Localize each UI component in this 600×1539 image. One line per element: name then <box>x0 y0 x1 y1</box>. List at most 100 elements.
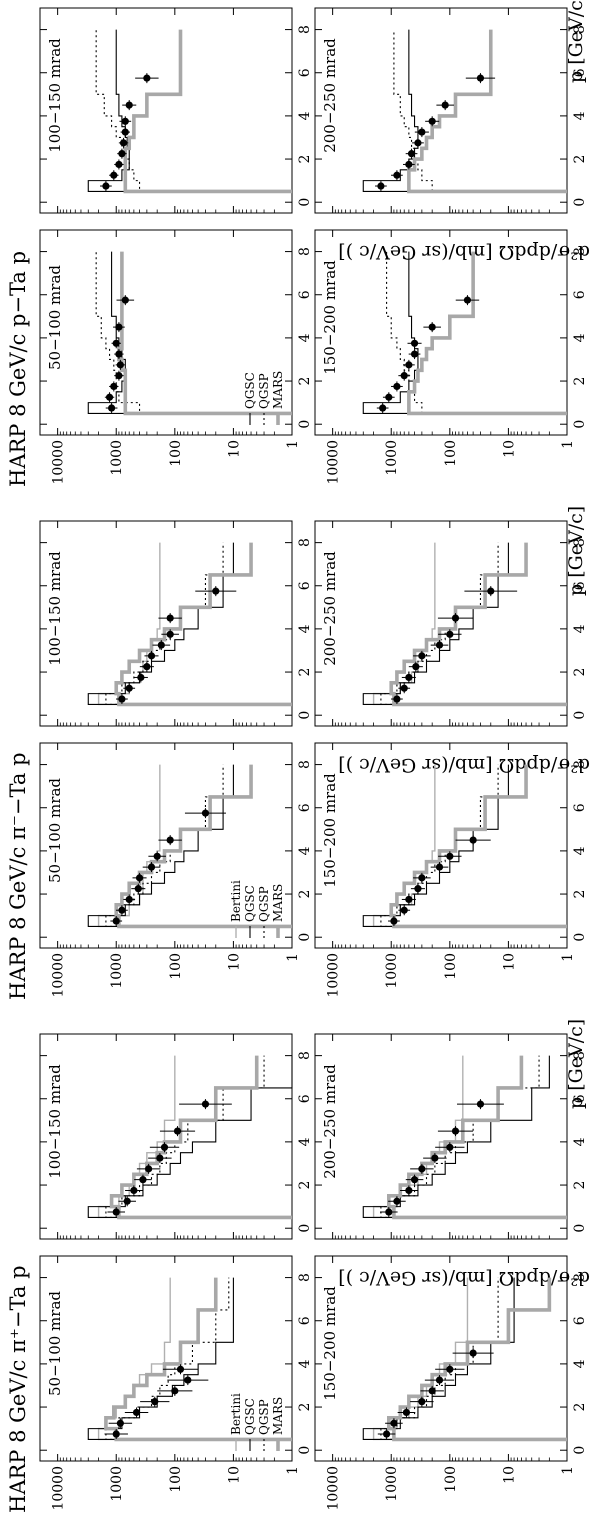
y-tick-label: 1000 <box>384 953 400 989</box>
data-point <box>107 404 116 412</box>
data-point <box>435 1376 444 1384</box>
data-point <box>428 323 436 331</box>
model-line-mars <box>389 542 567 707</box>
data-point <box>147 652 156 660</box>
x-tick-label: 2 <box>572 155 588 164</box>
panel-label: 200−250 mrad <box>321 551 339 666</box>
panel-frame <box>39 7 293 214</box>
panel-frame <box>314 1033 568 1240</box>
data-point <box>125 101 133 109</box>
data-point <box>476 74 485 82</box>
data-point <box>184 1376 192 1384</box>
data-point <box>118 695 126 703</box>
data-point <box>446 852 454 860</box>
panel-label: 200−250 mrad <box>321 38 339 153</box>
x-tick-label: 6 <box>297 290 313 299</box>
x-tick-label: 4 <box>572 846 588 855</box>
data-point <box>405 895 413 904</box>
model-line-bertini <box>372 542 567 706</box>
y-tick-label: 10 <box>226 440 242 458</box>
legend: Bertini QGSC QGSP MARS <box>229 880 285 938</box>
x-tick-label: 2 <box>297 377 313 386</box>
data-point <box>418 1165 426 1173</box>
data-point <box>435 641 444 649</box>
x-tick-label: 4 <box>572 1359 588 1368</box>
x-tick-label: 4 <box>297 111 313 120</box>
panel-label: 100−150 mrad <box>46 1064 64 1179</box>
data-point <box>116 361 124 369</box>
data-point <box>112 1208 120 1216</box>
panel-frame <box>39 520 293 727</box>
x-tick-label: 2 <box>297 1403 313 1412</box>
data-point <box>400 372 408 380</box>
data-point <box>410 1176 419 1184</box>
x-tick-label: 8 <box>297 538 313 547</box>
y-tick-label: 100 <box>443 1466 459 1493</box>
x-tick-label: 6 <box>572 581 588 590</box>
x-tick-label: 4 <box>572 333 588 342</box>
panel-1: 0 2 4 6 8 100−150 mrad <box>39 520 313 727</box>
x-tick-label: 8 <box>572 760 588 769</box>
x-tick-label: 6 <box>572 1094 588 1103</box>
data-point <box>134 885 142 893</box>
panel-label: 150−200 mrad <box>321 260 339 375</box>
data-point <box>446 1143 454 1151</box>
x-tick-label: 0 <box>297 711 313 720</box>
x-tick-label: 2 <box>297 668 313 677</box>
panel-0: 1 10 100 1000 10000 0 2 4 6 8 50−100 mrad QGSC QGSP M… <box>39 229 313 485</box>
data-point <box>405 361 413 369</box>
panel-frame <box>39 1033 293 1240</box>
data-point <box>410 350 419 358</box>
x-tick-label: 2 <box>297 890 313 899</box>
model-line-qgsc <box>87 764 292 927</box>
data-point <box>112 1430 120 1438</box>
model-line-bertini <box>97 1055 292 1219</box>
data-point <box>418 128 426 136</box>
data-point <box>145 1165 153 1173</box>
model-line-mars <box>389 764 567 929</box>
panel-label: 50−100 mrad <box>46 265 64 370</box>
panel-3: 0 2 4 6 8 200−250 mrad <box>314 7 588 214</box>
legend-label: Bertini <box>229 1393 243 1435</box>
model-line-mars <box>123 29 292 194</box>
data-point <box>451 1127 460 1135</box>
panel-1: 0 2 4 6 8 100−150 mrad <box>39 7 313 214</box>
data-point <box>377 182 385 190</box>
panel-frame <box>314 1255 568 1462</box>
x-tick-label: 8 <box>572 538 588 547</box>
x-tick-label: 8 <box>572 1273 588 1282</box>
x-tick-label: 0 <box>297 1446 313 1455</box>
y-tick-label: 10000 <box>326 953 342 998</box>
data-point <box>393 171 401 179</box>
data-point <box>118 906 126 914</box>
model-line-mars <box>114 542 292 707</box>
x-tick-label: 0 <box>572 198 588 207</box>
y-tick-label: 100 <box>168 440 184 467</box>
data-point <box>405 160 413 169</box>
y-tick-label: 10 <box>226 1466 242 1484</box>
data-point <box>156 1154 164 1162</box>
legend-label: Bertini <box>229 880 243 922</box>
model-line-qgsc <box>87 1055 293 1218</box>
data-point <box>469 836 477 844</box>
x-tick-label: 4 <box>297 624 313 633</box>
x-tick-label: 4 <box>572 111 588 120</box>
x-tick-label: 4 <box>572 624 588 633</box>
data-point <box>428 1387 436 1395</box>
x-tick-label: 6 <box>297 1094 313 1103</box>
panel-label: 100−150 mrad <box>46 38 64 153</box>
data-point <box>212 587 220 595</box>
y-tick-label: 10 <box>501 1466 517 1484</box>
data-point <box>115 372 123 380</box>
model-line-qgsc <box>362 1277 567 1440</box>
legend-label: QGSP <box>257 886 271 922</box>
model-line-qgsc <box>87 251 292 414</box>
model-line-qgsc <box>87 29 292 192</box>
model-line-mars <box>387 1055 567 1220</box>
x-tick-label: 0 <box>572 1446 588 1455</box>
y-tick-label: 1000 <box>109 953 125 989</box>
x-tick-label: 6 <box>572 68 588 77</box>
